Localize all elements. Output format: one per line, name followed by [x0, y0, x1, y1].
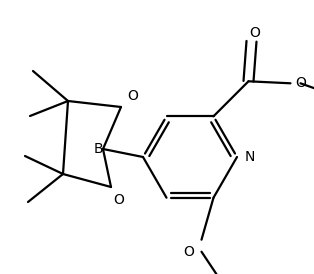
Text: O: O — [295, 76, 306, 90]
Text: O: O — [184, 245, 194, 259]
Text: O: O — [127, 89, 138, 103]
Text: N: N — [245, 150, 255, 164]
Text: O: O — [113, 193, 124, 207]
Text: B: B — [93, 142, 103, 156]
Text: O: O — [249, 26, 260, 40]
